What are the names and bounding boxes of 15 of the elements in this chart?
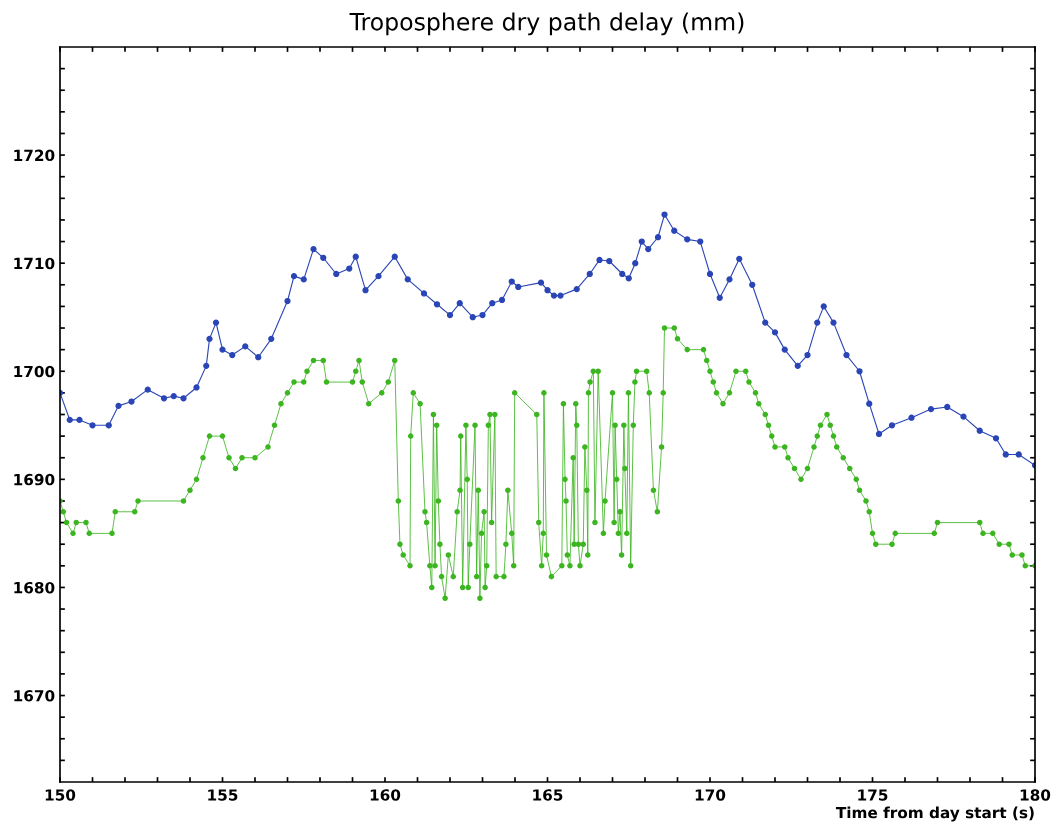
y-tick-label: 1720 [14, 149, 55, 162]
y-tick-label: 1700 [14, 365, 55, 378]
chart-title: Troposphere dry path delay (mm) [349, 12, 744, 36]
x-tick-label: 160 [370, 789, 401, 801]
x-tick-label: 150 [45, 789, 76, 801]
x-tick-label: 165 [533, 789, 563, 801]
y-tick-label: 1670 [14, 689, 55, 702]
x-tick-label: 170 [695, 789, 726, 801]
x-tick-label: 180 [1020, 789, 1051, 801]
x-tick-label: 155 [208, 789, 238, 801]
y-tick-label: 1680 [14, 581, 55, 594]
y-tick-label: 1710 [14, 257, 55, 270]
x-axis-title: Time from day start (s) [835, 806, 1034, 822]
y-tick-label: 1690 [14, 473, 55, 486]
x-tick-label: 175 [858, 789, 888, 801]
